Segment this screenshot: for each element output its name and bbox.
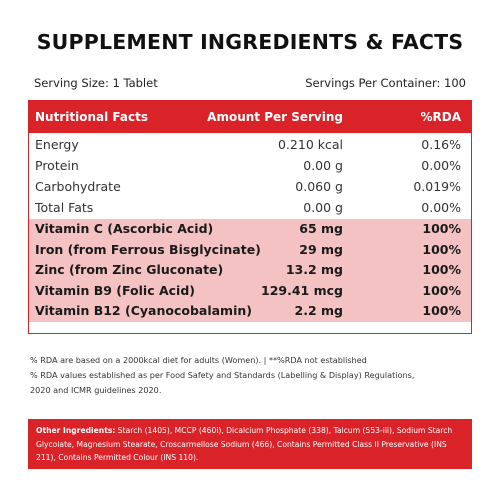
table-row: Iron (from Ferrous Bisglycinate) 29 mg 100… [29,239,471,261]
table-row: Energy 0.210 kcal 0.16% [29,135,471,156]
nutrient-name: Energy [35,137,79,152]
nutrient-amount: 0.060 g [295,179,343,194]
nutrient-rda: 100% [422,221,461,236]
table-body: Energy 0.210 kcal 0.16% Protein 0.00 g 0.00% C… [29,135,471,322]
nutrient-amount: 65 mg [299,221,343,236]
nutrient-name: Total Fats [35,200,94,215]
nutrient-rda: 0.00% [421,158,461,173]
nutrient-rda: 100% [422,262,461,278]
nutrient-name: Vitamin B9 (Folic Acid) [35,282,195,298]
nutrient-rda: 100% [422,282,461,298]
servings-per-container: Servings Per Container: 100 [305,76,466,90]
nutrient-name: Carbohydrate [35,179,121,194]
other-ingredients-text: Starch (1405), MCCP (460i), Dicalcium Ph… [36,426,453,462]
nutrient-name: Zinc (from Zinc Gluconate) [35,262,224,278]
nutrient-rda: 0.019% [413,179,461,194]
nutrient-rda: 0.00% [421,200,461,215]
nutrient-amount: 29 mg [299,241,343,257]
nutrient-amount: 0.00 g [303,200,343,215]
nutrient-name: Protein [35,158,79,173]
nutrient-name: Vitamin C (Ascorbic Acid) [35,221,214,236]
header-rda: %RDA [420,110,461,124]
table-row: Zinc (from Zinc Gluconate) 13.2 mg 100% [29,260,471,281]
header-amount: Amount Per Serving [207,110,343,124]
footnotes: % RDA are based on a 2000kcal diet for a… [30,353,474,398]
serving-info: Serving Size: 1 Tablet Servings Per Cont… [34,76,466,90]
table-row: Vitamin C (Ascorbic Acid) 65 mg 100% [29,219,471,240]
footnote-line: % RDA are based on a 2000kcal diet for a… [30,355,367,365]
nutrient-amount: 129.41 mcg [261,282,343,298]
table-row: Vitamin B12 (Cyanocobalamin) 2.2 mg 100% [29,301,471,322]
footnote-line: 2020 and ICMR guidelines 2020. [30,385,162,395]
nutrient-amount: 2.2 mg [294,303,343,319]
nutrient-name: Vitamin B12 (Cyanocobalamin) [35,303,252,319]
nutrient-amount: 0.00 g [303,158,343,173]
nutrient-amount: 0.210 kcal [277,137,343,152]
table-row: Total Fats 0.00 g 0.00% [29,198,471,219]
footnote-line: % RDA values established as per Food Saf… [30,370,415,380]
nutrient-name: Iron (from Ferrous Bisglycinate) [35,241,261,257]
other-ingredients-box: Other Ingredients: Starch (1405), MCCP (… [28,419,472,469]
nutrient-amount: 13.2 mg [285,262,343,278]
nutrient-rda: 0.16% [421,137,461,152]
header-nutritional-facts: Nutritional Facts [35,110,148,124]
table-header: Nutritional Facts Amount Per Serving %RD… [29,101,471,133]
nutrient-rda: 100% [422,241,461,257]
table-row: Protein 0.00 g 0.00% [29,156,471,177]
nutrient-rda: 100% [422,303,461,319]
table-row: Vitamin B9 (Folic Acid) 129.41 mcg 100% [29,280,471,302]
nutrition-table: Nutritional Facts Amount Per Serving %RD… [28,100,472,334]
other-ingredients-label: Other Ingredients: [36,426,116,435]
serving-size: Serving Size: 1 Tablet [34,76,158,90]
table-row: Carbohydrate 0.060 g 0.019% [29,177,471,198]
page-title: SUPPLEMENT INGREDIENTS & FACTS [36,30,464,54]
